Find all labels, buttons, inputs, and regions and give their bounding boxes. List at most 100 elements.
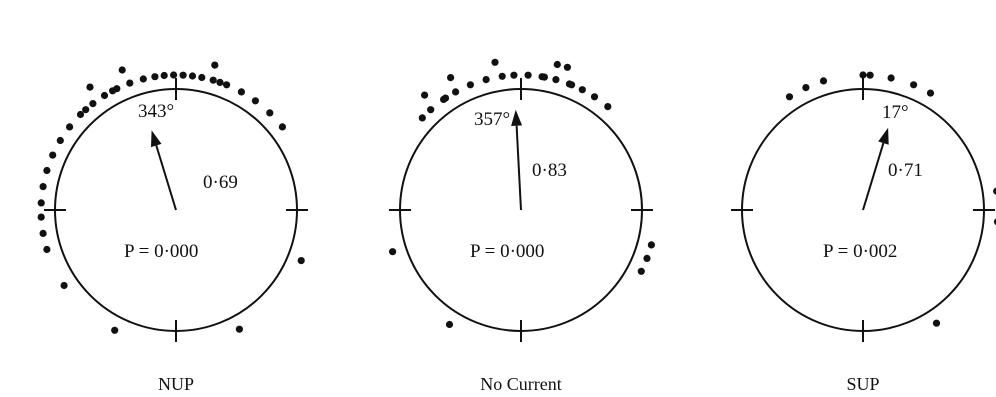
observation-dot <box>89 100 97 108</box>
observation-dot <box>118 66 126 74</box>
observation-dot <box>524 71 532 79</box>
vector-length-label: 0·83 <box>532 160 567 181</box>
observation-dot <box>993 187 996 195</box>
observation-dot <box>43 166 51 175</box>
observation-dot <box>421 91 429 99</box>
observation-dot <box>188 72 197 80</box>
observation-dots <box>389 58 656 329</box>
mean-vector-arrowhead <box>511 109 523 126</box>
observation-dot <box>445 320 454 329</box>
observation-dot <box>604 103 612 111</box>
mean-vector-arrowhead <box>151 130 162 148</box>
mean-vector-arrow <box>862 142 885 211</box>
observation-dot <box>926 89 935 97</box>
observation-dot <box>216 78 224 86</box>
observation-dots <box>37 61 305 334</box>
observation-dot <box>266 109 274 117</box>
observation-dot <box>170 71 178 79</box>
observation-dot <box>643 254 651 262</box>
observation-dot <box>209 76 217 84</box>
observation-dot <box>785 93 794 101</box>
observation-dot <box>43 245 51 254</box>
observation-dot <box>910 81 918 89</box>
p-value-label: P = 0·000 <box>470 241 544 262</box>
observation-dot <box>235 325 243 333</box>
observation-dot <box>993 218 996 226</box>
observation-dot <box>553 60 561 69</box>
observation-dot <box>866 71 874 79</box>
observation-dot <box>297 257 305 265</box>
observation-dot <box>66 123 74 131</box>
panel-no-current: 357° 0·83 P = 0·000 No Current <box>389 58 656 394</box>
panel-label: SUP <box>846 374 879 394</box>
observation-dot <box>86 83 94 91</box>
compass-ticks <box>44 78 308 342</box>
observation-dot <box>427 106 435 114</box>
observation-dot <box>540 73 549 81</box>
observation-dot <box>887 74 895 82</box>
observation-dot <box>37 213 45 221</box>
mean-angle-label: 343° <box>138 101 174 122</box>
mean-angle-label: 17° <box>882 102 909 123</box>
observation-dot <box>39 229 47 237</box>
observation-dot <box>251 97 259 105</box>
observation-dot <box>819 77 828 85</box>
observation-dot <box>198 73 206 82</box>
observation-dot <box>498 72 506 80</box>
observation-dot <box>418 114 426 122</box>
observation-dot <box>179 71 187 79</box>
panel-sup: 17° 0·71 P = 0·002 SUP <box>731 71 996 394</box>
p-value-label: P = 0·000 <box>124 241 198 262</box>
observation-dot <box>552 76 560 84</box>
compass-ticks <box>389 78 653 342</box>
mean-vector-arrow <box>515 125 522 211</box>
observation-dot <box>491 58 499 66</box>
observation-dot <box>109 87 117 95</box>
observation-dot <box>82 106 90 114</box>
observation-dot <box>466 81 474 89</box>
compass-ticks <box>731 78 995 342</box>
vector-length-label: 0·69 <box>203 172 238 193</box>
observation-dot <box>151 73 159 81</box>
observation-dot <box>237 88 245 96</box>
observation-dot <box>126 79 134 87</box>
observation-dot <box>447 74 455 82</box>
mean-angle-label: 357° <box>474 109 510 130</box>
observation-dot <box>39 183 47 191</box>
observation-dot <box>56 136 64 145</box>
observation-dot <box>452 88 460 96</box>
panel-label: NUP <box>158 374 194 394</box>
observation-dot <box>76 110 85 119</box>
observation-dot <box>160 71 168 80</box>
observation-dot <box>647 241 656 249</box>
observation-dot <box>637 267 645 275</box>
observation-dot <box>482 76 490 84</box>
observation-dot <box>223 81 231 89</box>
p-value-label: P = 0·002 <box>823 241 897 262</box>
mean-vector-arrowhead <box>878 127 889 145</box>
panel-label: No Current <box>480 374 561 394</box>
observation-dot <box>111 326 119 334</box>
observation-dot <box>932 319 941 327</box>
observation-dot <box>211 61 219 69</box>
observation-dot <box>389 248 397 256</box>
observation-dot <box>139 75 147 83</box>
observation-dot <box>37 199 45 207</box>
observation-dot <box>590 93 599 101</box>
observation-dot <box>49 151 57 159</box>
vector-length-label: 0·71 <box>888 160 923 181</box>
observation-dot <box>510 71 518 79</box>
observation-dot <box>568 81 576 89</box>
observation-dot <box>278 123 286 131</box>
mean-vector-arrow <box>155 145 177 211</box>
observation-dot <box>441 94 450 102</box>
observation-dot <box>578 86 586 94</box>
panel-nup: 343° 0·69 P = 0·000 NUP <box>37 61 308 394</box>
observation-dot <box>859 71 867 79</box>
observation-dot <box>60 281 68 290</box>
observation-dot <box>802 84 810 92</box>
observation-dot <box>563 63 572 71</box>
observation-dot <box>100 91 109 100</box>
observation-dots <box>785 71 996 327</box>
